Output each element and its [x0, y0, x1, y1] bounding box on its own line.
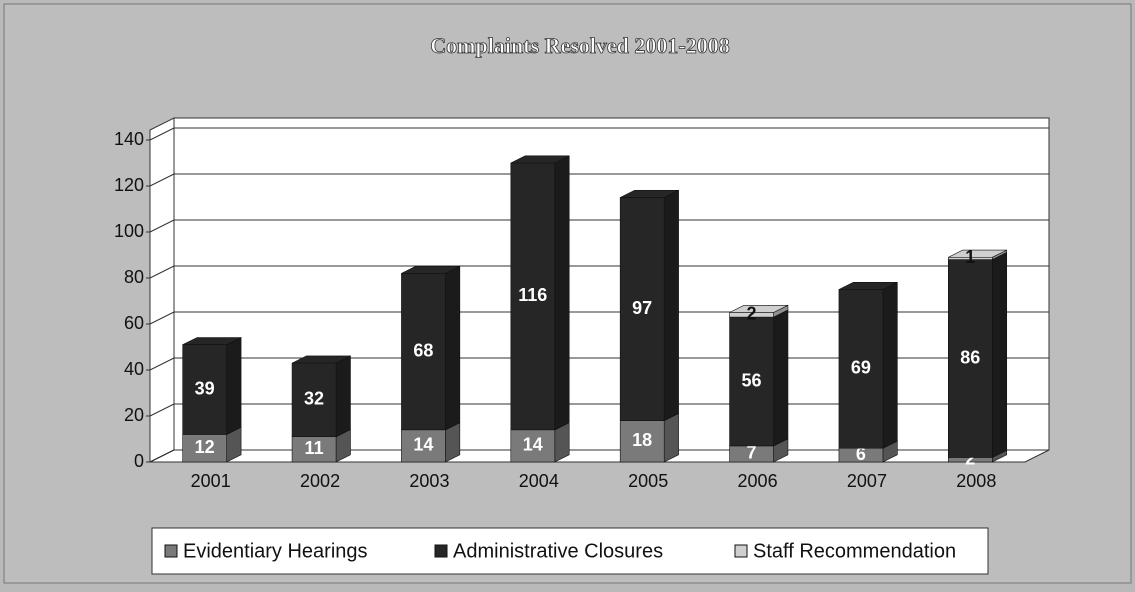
y-tick-label: 0 [134, 451, 144, 471]
x-tick-label: 2001 [191, 471, 231, 491]
grid-line [149, 311, 175, 325]
data-label: 14 [523, 435, 543, 455]
bar [619, 197, 665, 421]
bar-side [226, 337, 242, 435]
y-tick-label: 120 [114, 175, 144, 195]
bar [401, 429, 446, 463]
bar [182, 434, 227, 463]
legend-swatch [164, 544, 178, 558]
bar [838, 289, 884, 449]
bar [291, 362, 337, 438]
legend-label: Evidentiary Hearings [183, 540, 368, 562]
y-tick-label: 40 [124, 359, 144, 379]
x-tick-label: 2008 [956, 471, 996, 491]
data-label: 11 [305, 438, 324, 458]
x-tick-label: 2005 [628, 471, 668, 491]
data-label: 97 [632, 298, 652, 318]
bar [948, 259, 993, 458]
data-label: 2 [965, 448, 975, 468]
bar [291, 436, 337, 463]
data-label: 69 [851, 358, 871, 378]
data-label: 39 [195, 378, 215, 398]
data-label: 18 [632, 430, 652, 450]
grid-line [149, 173, 175, 187]
bar [510, 429, 556, 463]
x-tick-label: 2002 [300, 471, 340, 491]
grid-line [149, 449, 175, 463]
bar-side [554, 155, 570, 431]
bar-side [663, 189, 679, 422]
bar [510, 162, 556, 431]
y-tick-label: 60 [124, 313, 144, 333]
legend-label: Administrative Closures [453, 540, 663, 562]
data-label: 68 [413, 340, 433, 360]
bar [948, 256, 993, 260]
grid-line [149, 265, 175, 279]
grid-line [149, 403, 175, 417]
data-label: 56 [742, 370, 762, 390]
data-label: 1 [965, 247, 975, 267]
data-label: 32 [304, 389, 324, 409]
bar-side [445, 265, 461, 431]
bar-side [882, 281, 898, 449]
x-tick-label: 2006 [738, 471, 778, 491]
legend-box [151, 527, 989, 575]
bar [401, 273, 446, 431]
data-label: 12 [195, 437, 215, 457]
data-label: 86 [960, 347, 980, 367]
bar [729, 312, 774, 318]
chart-title: Complaints Resolved 2001-2008 [430, 33, 729, 58]
y-tick-label: 140 [114, 129, 144, 149]
data-label: 2 [747, 304, 757, 324]
bar [619, 420, 665, 463]
data-label: 14 [413, 435, 433, 455]
y-tick-label: 80 [124, 267, 144, 287]
bar-side [663, 412, 679, 463]
bar-side [992, 251, 1008, 458]
bar-side [335, 355, 351, 438]
legend-swatch [434, 544, 448, 558]
data-label: 7 [747, 443, 757, 463]
bar-side [773, 309, 789, 447]
bar [182, 344, 227, 435]
grid-line [149, 127, 175, 141]
x-tick-label: 2004 [519, 471, 559, 491]
grid-line [149, 357, 175, 371]
data-label: 116 [518, 285, 547, 305]
legend-swatch [734, 544, 748, 558]
floor [149, 449, 1050, 463]
legend-label: Staff Recommendation [753, 540, 956, 562]
y-tick-label: 100 [114, 221, 144, 241]
data-label: 6 [856, 444, 866, 464]
x-tick-label: 2003 [409, 471, 449, 491]
grid-line [149, 219, 175, 233]
y-tick-label: 20 [124, 405, 144, 425]
x-tick-label: 2007 [847, 471, 887, 491]
